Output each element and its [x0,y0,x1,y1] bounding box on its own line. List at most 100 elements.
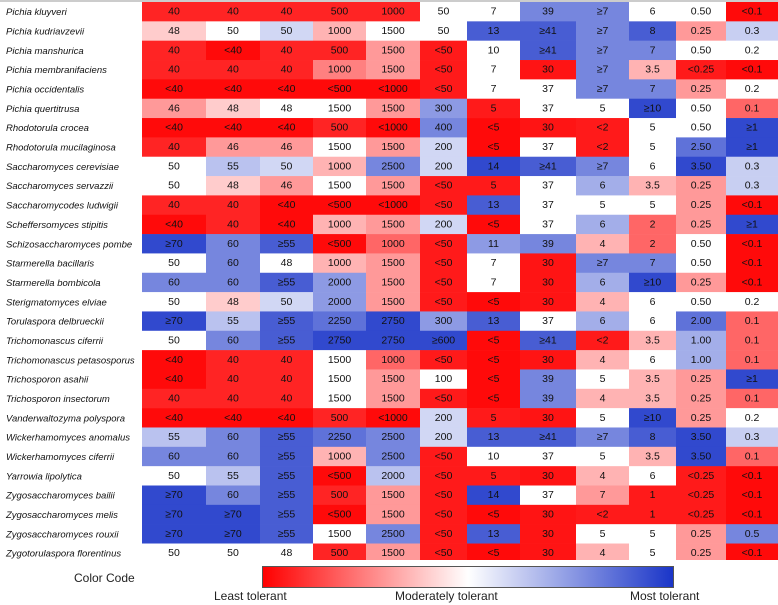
heatmap-cell [726,253,778,274]
heatmap-cell [467,2,520,22]
heatmap-cell [467,504,520,525]
heatmap-cell [260,118,313,138]
cell-value: 48 [227,102,239,114]
cell-value: <1000 [378,122,408,134]
heatmap-cell [313,156,366,177]
cell-value: 2250 [328,315,352,327]
cell-value: 37 [542,83,554,95]
legend-high-label: Most tolerant [630,589,700,603]
heatmap-cell [206,524,260,544]
cell-value: 1500 [328,528,352,540]
heatmap-cell [467,214,520,235]
heatmap-cell [467,253,520,274]
cell-value: 200 [435,160,453,172]
heatmap-cell [676,2,726,22]
heatmap-cell [366,98,420,119]
cell-value: 1500 [328,373,352,385]
row-label: Rhodotorula mucilaginosa [6,143,116,154]
cell-value: 1.00 [691,334,712,346]
cell-value: 48 [281,102,293,114]
heatmap-cell [142,292,206,312]
cell-value: 0.2 [745,296,760,308]
cell-value: ≥55 [278,509,296,521]
cell-value: 6 [650,6,656,18]
heatmap-cell [576,253,629,274]
cell-value: 500 [331,489,349,501]
cell-value: <50 [435,44,453,56]
heatmap-cell [629,195,676,216]
heatmap-cell [206,98,260,119]
cell-value: 3.5 [645,392,660,404]
cell-value: 46 [281,141,293,153]
heatmap-cell [576,214,629,235]
cell-value: ≥7 [597,64,609,76]
cell-value: <50 [435,83,453,95]
heatmap-cell [520,524,576,544]
cell-value: 2500 [381,450,405,462]
cell-value: <5 [488,334,500,346]
heatmap-cell [676,40,726,61]
heatmap-cell [576,60,629,80]
heatmap-cell [576,388,629,409]
cell-value: 60 [227,450,239,462]
cell-value: ≥55 [278,470,296,482]
cell-value: 500 [331,547,349,559]
heatmap-cell [206,292,260,312]
cell-value: 0.3 [745,160,760,172]
heatmap-cell [726,330,778,351]
cell-value: 4 [600,296,606,308]
cell-value: 2250 [328,431,352,443]
heatmap-cell [142,446,206,467]
heatmap-cell [313,253,366,274]
heatmap-row: Zygosaccharomyces melis ≥70 ≥70 ≥55 <500 1500… [5,504,778,525]
heatmap-cell [206,446,260,467]
cell-value: 4 [600,547,606,559]
cell-value: 6 [600,315,606,327]
heatmap-cell [520,2,576,22]
cell-value: 3.5 [645,64,660,76]
heatmap-cell [260,137,313,158]
cell-value: <0.1 [742,276,763,288]
heatmap-cell [520,156,576,177]
cell-value: <50 [435,64,453,76]
heatmap-cell [629,408,676,428]
cell-value: 37 [542,141,554,153]
cell-value: 48 [281,257,293,269]
heatmap-cell [420,408,467,428]
heatmap-cell [366,60,420,80]
cell-value: ≥55 [278,238,296,250]
cell-value: 37 [542,180,554,192]
row-label: Trichosporon insectorum [6,394,110,405]
cell-value: ≥55 [278,276,296,288]
cell-value: <40 [165,122,183,134]
heatmap-cell [520,466,576,486]
cell-value: <50 [435,276,453,288]
cell-value: 50 [168,547,180,559]
heatmap-cell [420,40,467,61]
cell-value: <500 [328,199,352,211]
cell-value: 0.50 [691,102,712,114]
heatmap-cell [576,195,629,216]
heatmap-cell [313,195,366,216]
heatmap-row: Starmerella bombicola 60 60 ≥55 2000 1500 <50 7… [6,272,778,293]
heatmap-cell [629,214,676,235]
cell-value: 0.3 [745,431,760,443]
heatmap-cell [467,466,520,486]
heatmap-cell [726,408,778,428]
row-label: Zygosaccharomyces rouxii [5,529,119,540]
cell-value: 0.25 [691,218,712,230]
heatmap-cell [467,485,520,506]
heatmap-row: Starmerella bacillaris 50 60 48 1000 1500 <50 7… [6,253,778,274]
heatmap-cell [576,137,629,158]
cell-value: 1000 [328,25,352,37]
heatmap-row: Vanderwaltozyma polyspora <40 <40 <40 500 <10… [6,408,778,428]
cell-value: 0.50 [691,6,712,18]
heatmap-cell [467,79,520,99]
cell-value: <5 [488,141,500,153]
heatmap-cell [142,524,206,544]
heatmap-cell [366,408,420,428]
row-label: Pichia kudriavzevii [6,27,85,38]
heatmap-cell [676,427,726,448]
cell-value: 40 [227,373,239,385]
heatmap-cell [576,234,629,254]
